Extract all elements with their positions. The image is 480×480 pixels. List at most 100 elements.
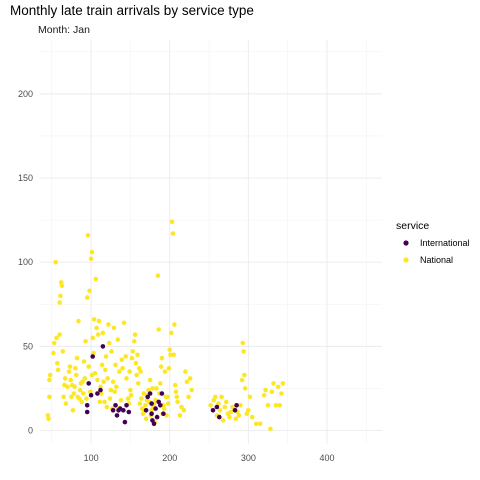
data-point-national — [143, 416, 149, 422]
data-point-national — [81, 359, 87, 364]
axis-tick-labels: 100 200 300 400 0 50 100 150 200 — [18, 89, 335, 463]
data-point-national — [84, 396, 89, 401]
data-point-national — [47, 394, 52, 400]
data-point-international — [149, 401, 154, 406]
data-point-national — [250, 414, 255, 420]
data-point-national — [67, 364, 73, 369]
data-point-national — [257, 421, 263, 427]
data-points — [45, 219, 286, 432]
data-point-national — [132, 332, 138, 337]
data-point-national — [132, 339, 137, 344]
data-point-national — [82, 376, 88, 381]
data-point-national — [51, 350, 56, 356]
data-point-international — [154, 414, 160, 420]
data-point-national — [172, 382, 178, 388]
data-point-national — [94, 325, 99, 331]
data-point-national — [69, 394, 74, 400]
data-point-national — [105, 376, 110, 381]
data-point-national — [170, 231, 176, 236]
data-point-national — [224, 399, 229, 405]
y-tick-label: 0 — [28, 426, 33, 436]
data-point-international — [232, 408, 238, 413]
data-point-national — [179, 404, 184, 410]
data-point-national — [220, 418, 226, 423]
data-point-national — [154, 386, 159, 391]
data-point-international — [121, 408, 126, 413]
data-point-national — [102, 399, 107, 405]
data-point-national — [147, 377, 153, 383]
data-point-international — [122, 419, 128, 425]
data-point-national — [80, 391, 86, 396]
data-point-international — [126, 409, 132, 415]
data-point-international — [234, 403, 239, 408]
data-point-international — [86, 381, 91, 386]
data-point-national — [165, 394, 170, 400]
data-point-national — [95, 332, 101, 337]
data-point-national — [217, 408, 223, 413]
x-tick-label: 100 — [84, 453, 99, 463]
data-point-national — [253, 421, 259, 427]
data-point-international — [95, 391, 100, 396]
data-point-national — [158, 381, 163, 386]
data-point-national — [273, 403, 279, 408]
data-point-national — [269, 389, 275, 395]
data-point-national — [158, 364, 164, 369]
data-point-national — [72, 384, 77, 390]
data-point-national — [125, 396, 131, 401]
data-point-national — [93, 276, 99, 282]
data-point-national — [54, 335, 59, 341]
data-point-national — [108, 387, 114, 393]
data-point-national — [228, 409, 234, 415]
data-point-national — [109, 349, 114, 354]
data-point-national — [138, 369, 143, 374]
data-point-international — [214, 404, 220, 410]
data-point-national — [103, 367, 108, 373]
data-point-national — [120, 366, 125, 371]
legend-key-international — [403, 240, 409, 246]
data-point-national — [74, 355, 80, 361]
data-point-national — [47, 372, 53, 378]
data-point-national — [99, 362, 105, 368]
data-point-national — [156, 327, 161, 332]
data-point-national — [114, 384, 119, 390]
data-point-national — [77, 387, 83, 393]
data-point-national — [238, 403, 243, 408]
data-point-national — [57, 300, 62, 305]
data-point-national — [183, 369, 188, 374]
data-point-international — [84, 409, 90, 415]
data-point-national — [133, 360, 139, 366]
data-point-national — [128, 392, 134, 398]
data-point-international — [110, 408, 116, 413]
data-point-national — [184, 379, 190, 385]
data-point-national — [129, 355, 135, 361]
data-point-national — [136, 381, 141, 386]
data-point-national — [141, 391, 147, 396]
data-point-international — [113, 403, 118, 408]
data-point-national — [169, 330, 174, 336]
data-point-national — [106, 340, 112, 346]
data-point-international — [217, 414, 222, 420]
data-point-national — [100, 330, 106, 336]
data-point-national — [59, 283, 65, 289]
data-point-national — [84, 295, 90, 300]
data-point-national — [124, 376, 129, 381]
data-point-national — [98, 384, 103, 390]
data-point-national — [261, 392, 267, 398]
data-point-international — [114, 413, 120, 418]
data-point-national — [236, 413, 242, 418]
data-point-national — [171, 352, 176, 358]
data-point-international — [159, 391, 165, 396]
data-point-national — [89, 249, 95, 255]
data-point-national — [135, 352, 140, 358]
y-tick-label: 100 — [18, 257, 33, 267]
data-point-national — [88, 256, 94, 262]
data-point-national — [227, 414, 232, 420]
data-point-national — [189, 387, 194, 393]
legend: service International National — [396, 220, 470, 265]
data-point-national — [123, 354, 128, 359]
data-point-national — [139, 396, 144, 401]
data-point-national — [242, 386, 248, 391]
data-point-national — [174, 394, 180, 400]
data-point-national — [150, 386, 155, 391]
